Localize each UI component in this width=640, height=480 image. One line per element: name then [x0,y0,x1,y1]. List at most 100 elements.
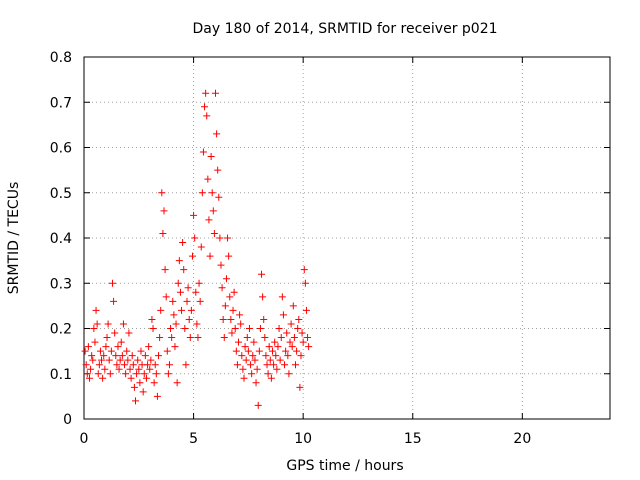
data-point [286,338,294,346]
data-point [103,334,111,342]
data-point [300,266,308,274]
data-point [220,334,228,342]
data-point [122,370,130,378]
data-point [174,279,182,287]
data-point [129,361,137,369]
data-point [260,315,268,323]
data-point [262,352,270,360]
data-point [117,338,125,346]
data-point [240,374,248,382]
data-point [216,234,224,242]
data-point [107,347,115,355]
data-point [136,379,144,387]
data-point [197,243,205,251]
data-point [124,356,132,364]
y-tick-label: 0.8 [50,50,72,66]
data-point [267,374,275,382]
data-point [139,388,147,396]
data-point [123,347,131,355]
data-point [134,356,142,364]
x-tick-label: 5 [189,431,198,447]
y-tick-label: 0.5 [50,186,72,202]
data-point [127,374,135,382]
data-series [81,89,313,409]
data-point [180,266,188,274]
data-point [146,365,154,373]
data-point [282,347,290,355]
data-point [128,352,136,360]
data-point [155,352,163,360]
y-tick-label: 0.2 [50,322,72,338]
data-point [218,284,226,292]
data-point [130,383,138,391]
data-point [268,347,276,355]
data-point [304,334,312,342]
data-point [294,325,302,332]
data-point [265,343,273,351]
data-point [145,343,153,351]
data-point [151,361,159,369]
data-point [247,361,255,369]
data-point [227,315,235,323]
data-point [217,261,225,269]
data-point [110,297,118,305]
data-point [232,347,240,355]
data-point [239,365,247,373]
data-point [125,329,133,337]
data-point [179,239,187,247]
data-point [178,306,186,314]
data-point [288,343,296,351]
data-point [255,347,263,355]
data-point [230,288,238,296]
data-point [113,361,121,369]
data-point [242,356,250,364]
data-point [253,365,261,373]
data-point [290,334,298,342]
data-point [301,279,309,287]
x-axis: 0 5 10 15 20 [80,57,531,447]
data-point [100,352,108,360]
data-point [91,338,99,346]
data-point [168,334,176,342]
data-point [170,311,178,319]
data-point [203,112,211,120]
data-point [266,356,274,364]
data-point [210,229,218,237]
data-point [198,189,206,197]
data-point [105,356,113,364]
x-axis-label: GPS time / hours [286,458,403,474]
data-point [254,401,262,409]
data-point [152,370,160,378]
data-point [191,234,199,242]
data-point [89,356,97,364]
data-point [167,325,175,332]
data-point [121,361,129,369]
data-point [111,329,119,337]
x-tick-label: 15 [404,431,422,447]
data-point [206,252,214,260]
data-point [284,352,292,360]
data-point [296,383,304,391]
data-point [214,166,222,174]
data-point [185,315,193,323]
data-point [275,325,283,332]
data-point [295,315,303,323]
data-point [118,352,126,360]
data-point [114,343,122,351]
data-point [163,347,171,355]
data-point [159,229,167,237]
data-point [193,320,201,328]
data-point [98,356,106,364]
data-point [144,361,152,369]
data-point [116,356,124,364]
data-point [149,325,157,332]
data-point [162,293,170,301]
data-point [156,334,164,342]
data-point [302,306,310,314]
data-point [207,153,215,161]
data-point [199,148,207,156]
data-point [187,306,195,314]
y-tick-label: 0.3 [50,276,72,292]
y-tick-label: 0.6 [50,141,72,157]
